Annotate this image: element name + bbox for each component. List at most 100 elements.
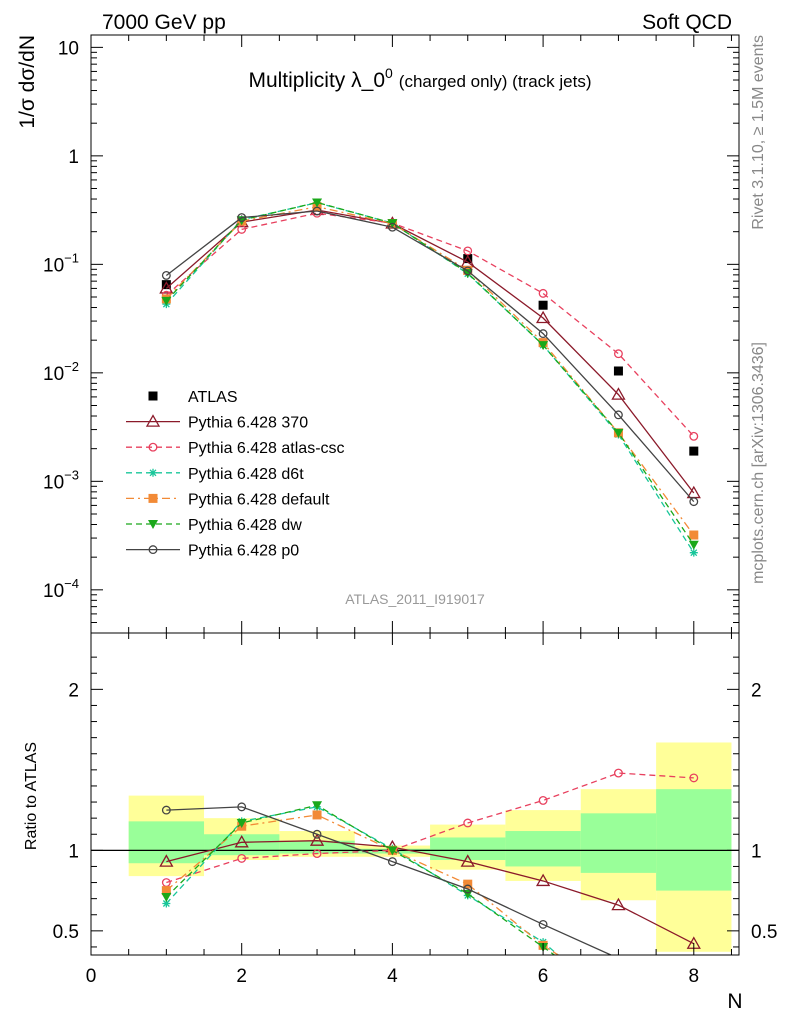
series-pythia-6-428-p0 [161,206,699,507]
series-line [165,210,695,503]
legend-label: Pythia 6.428 dw [188,517,302,534]
ratio-plot-frame [90,632,740,956]
data-point [613,349,623,359]
series-pythia-6-428-atlas-csc [161,208,699,441]
data-point [689,446,699,456]
legend-label: Pythia 6.428 p0 [188,543,299,560]
ratio-series-line [166,806,612,955]
ratio-y-tick-label: 2 [68,680,79,701]
uncertainty-band-inner [580,813,657,873]
series-line [165,201,695,546]
plot-title: Multiplicity λ_00 (charged only) (track j… [248,65,591,92]
series-line [165,212,695,437]
ratio-data-point [312,810,322,820]
ratio-data-point [236,818,247,828]
main-y-axis-label: 1/σ dσ/dN [16,35,39,129]
ratio-data-point [234,834,249,848]
tick-base: 10 [43,255,64,276]
uncertainty-band-inner [128,821,205,864]
ratio-data-point [463,879,473,889]
ratio-y-axis-label: Ratio to ATLAS [23,742,40,850]
legend-entry: Pythia 6.428 d6t [126,466,304,483]
title-main: Multiplicity λ_0 [248,69,385,92]
ratio-data-point [312,849,322,859]
legend-marker [145,414,161,427]
uncertainty-band-inner [505,831,581,867]
data-point [613,428,624,438]
series-atlas [161,254,699,456]
main-series-group [159,198,701,557]
data-point [689,548,698,557]
data-point [237,213,247,222]
mcplots-label: mcplots.cern.ch [arXiv:1306.3436] [750,342,767,584]
ratio-data-point [159,854,174,867]
ratio-data-point [613,768,623,778]
legend-label: ATLAS [188,389,238,406]
data-point [463,254,473,264]
ratio-plot-panel: 0.5 0.5 1 1 2 2 0 2 4 6 8 [53,632,777,987]
series-line [165,206,695,536]
data-point [463,246,473,256]
x-tick-label: 4 [387,966,398,987]
ratio-data-point [237,802,247,812]
tick-base: 10 [43,472,64,493]
legend-marker [148,442,158,452]
tick-exponent: −2 [64,359,79,374]
ratio-data-point [387,846,398,856]
ratio-y-tick-label-right: 0.5 [751,922,777,943]
main-y-tick-label: 10−1 [43,250,79,276]
data-point [538,341,549,351]
header-right: Soft QCD [642,11,732,34]
legend: ATLAS Pythia 6.428 370 Pythia 6.428 atlas-… [126,389,345,560]
main-y-tick-label: 10−4 [43,576,79,602]
ratio-data-point [309,833,325,846]
data-point [312,198,323,208]
data-point [538,329,548,339]
ratio-y-tick-label: 1 [68,841,79,862]
ratio-data-point [161,893,172,903]
ratio-data-point [460,854,475,867]
series-pythia-6-428-dw [161,198,699,550]
ratio-data-point [237,853,247,863]
ratio-data-point [387,857,397,867]
ratio-data-point [463,884,473,894]
data-point [611,387,626,400]
data-point [161,280,171,290]
series-line [165,209,695,494]
data-point [463,266,473,276]
ratio-series-line [166,772,694,884]
x-tick-label: 8 [689,966,700,987]
x-tick-label: 2 [236,966,247,987]
title-suffix: (charged only) (track jets) [399,72,592,91]
data-point [538,288,548,298]
ratio-data-point [538,919,548,929]
data-point [688,540,699,550]
ratio-data-point [162,899,171,908]
legend-marker [149,468,157,477]
ratio-data-point [535,873,551,887]
tick-exponent: −3 [64,467,79,482]
tick-base: 10 [43,581,64,602]
data-point [159,281,174,294]
ratio-data-point [312,801,323,811]
ratio-data-point [689,773,699,783]
legend-entry: Pythia 6.428 370 [126,414,308,432]
main-y-tick-label: 1 [68,147,79,168]
legend-label: Pythia 6.428 atlas-csc [188,440,345,457]
data-point [689,497,699,507]
legend-entry: Pythia 6.428 dw [126,517,302,534]
ratio-y-tick-label: 0.5 [53,922,79,943]
x-tick-label: 6 [538,966,549,987]
analysis-id-label: ATLAS_2011_I919017 [345,591,485,607]
tick-exponent: −4 [64,576,79,591]
ratio-data-point [463,818,473,828]
header-left: 7000 GeV pp [102,11,226,34]
main-y-tick-label: 10−2 [43,359,79,385]
legend-marker [148,391,158,401]
rivet-label: Rivet 3.1.10, ≥ 1.5M events [750,35,767,230]
legend-entry: ATLAS [148,389,238,406]
legend-entry: Pythia 6.428 p0 [126,543,299,560]
data-point [689,530,699,540]
tick-exponent: −1 [64,250,79,265]
